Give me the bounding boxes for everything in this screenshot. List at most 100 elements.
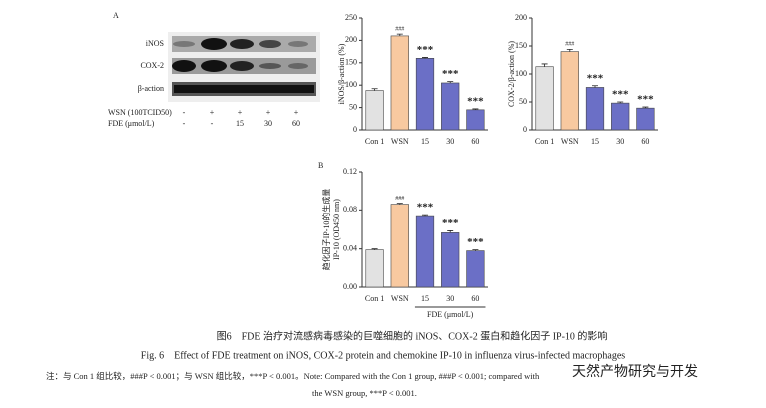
caption-cn: 图6 FDE 治疗对流感病毒感染的巨噬细胞的 iNOS、COX-2 蛋白和趋化因… xyxy=(217,329,608,342)
significance: *** xyxy=(637,94,654,106)
y-axis-label: COX-2/β-action (%) xyxy=(507,41,516,107)
bar xyxy=(585,87,605,131)
treatment-level: - xyxy=(183,108,186,117)
significance: ### xyxy=(395,196,404,202)
error-bar xyxy=(422,214,428,217)
y-axis-label: IP-10 (OD450 nm) xyxy=(332,199,341,260)
error-bar xyxy=(371,88,378,91)
error-bar xyxy=(541,63,548,67)
treatment-level: 15 xyxy=(236,119,244,128)
bar xyxy=(365,249,384,288)
bar xyxy=(535,66,554,131)
y-axis-label: iNOS/β-action (%) xyxy=(337,43,346,104)
bar xyxy=(611,102,630,131)
caption-en: Fig. 6 Effect of FDE treatment on iNOS, … xyxy=(141,350,626,361)
treatment-level: + xyxy=(210,108,215,117)
x-tick-label: 15 xyxy=(421,137,429,146)
x-tick-label: 30 xyxy=(446,137,454,146)
x-tick-label: WSN xyxy=(391,137,409,146)
x-tick-label: 15 xyxy=(591,137,599,146)
x-tick-label: 60 xyxy=(641,137,649,146)
significance: *** xyxy=(587,72,604,84)
significance: *** xyxy=(442,68,459,80)
y-tick-label: 0.08 xyxy=(343,205,357,214)
error-bar xyxy=(371,248,378,250)
y-tick-label: 250 xyxy=(345,13,357,22)
y-tick-label: 100 xyxy=(345,80,357,89)
treatment-level: + xyxy=(294,108,299,117)
blot-row-label: COX-2 xyxy=(140,61,164,70)
y-tick-label: 200 xyxy=(345,35,357,44)
x-tick-label: WSN xyxy=(561,137,579,146)
y-tick-label: 50 xyxy=(519,97,527,106)
treatment-label: WSN (100TCID50) xyxy=(108,108,172,117)
bar xyxy=(466,250,485,288)
treatment-level: - xyxy=(183,119,186,128)
treatment-label: FDE (μmol/L) xyxy=(108,119,155,128)
error-bar xyxy=(566,48,573,52)
error-bar xyxy=(396,33,403,36)
bar xyxy=(560,51,579,131)
bar xyxy=(441,232,460,288)
watermark: 天然产物研究与开发 xyxy=(572,363,698,380)
x-tick-label: 15 xyxy=(421,294,429,303)
x-tick-label: 30 xyxy=(616,137,624,146)
x-axis-label: FDE (μmol/L) xyxy=(427,310,474,319)
y-tick-label: 50 xyxy=(349,102,357,111)
significance: *** xyxy=(417,202,434,214)
error-bar xyxy=(422,57,428,59)
bar xyxy=(365,90,384,131)
bar xyxy=(415,215,435,288)
x-tick-label: WSN xyxy=(391,294,409,303)
blot-row-label: iNOS xyxy=(146,39,164,48)
panel-label: B xyxy=(318,161,323,170)
error-bar xyxy=(617,101,624,104)
error-bar xyxy=(642,106,649,109)
significance: *** xyxy=(467,236,484,248)
bar xyxy=(390,204,409,288)
x-tick-label: Con 1 xyxy=(365,294,384,303)
treatment-level: 60 xyxy=(292,119,300,128)
y-tick-label: 200 xyxy=(515,13,527,22)
significance: *** xyxy=(442,217,459,229)
error-bar xyxy=(447,230,454,233)
y-tick-label: 0.04 xyxy=(343,243,357,252)
y-tick-label: 0 xyxy=(353,125,357,134)
x-tick-label: 30 xyxy=(446,294,454,303)
significance: *** xyxy=(612,89,629,101)
significance: *** xyxy=(417,44,434,56)
x-tick-label: 60 xyxy=(471,294,479,303)
significance: ### xyxy=(395,27,404,33)
blot-row-label: β-action xyxy=(138,84,164,93)
bar xyxy=(390,35,409,131)
bar xyxy=(415,58,435,131)
x-tick-label: Con 1 xyxy=(535,137,554,146)
treatment-level: + xyxy=(266,108,271,117)
y-tick-label: 100 xyxy=(515,69,527,78)
y-tick-label: 0.12 xyxy=(343,167,357,176)
significance: ### xyxy=(565,42,574,48)
caption-note: the WSN group, ***P < 0.001. xyxy=(312,388,417,398)
x-tick-label: Con 1 xyxy=(365,137,384,146)
error-bar xyxy=(396,203,403,205)
y-tick-label: 0 xyxy=(523,125,527,134)
error-bar xyxy=(472,108,479,110)
panel-label: A xyxy=(113,11,119,20)
y-tick-label: 0.00 xyxy=(343,282,357,291)
significance: *** xyxy=(467,95,484,107)
y-tick-label: 150 xyxy=(515,41,527,50)
bar xyxy=(466,109,485,131)
error-bar xyxy=(447,81,454,83)
treatment-level: + xyxy=(238,108,243,117)
y-tick-label: 150 xyxy=(345,58,357,67)
bar xyxy=(441,82,460,131)
treatment-level: - xyxy=(211,119,214,128)
error-bar xyxy=(472,249,479,251)
y-axis-label: 趋化因子IP-10的生成量 xyxy=(321,189,331,271)
bar xyxy=(636,107,655,131)
error-bar xyxy=(592,85,598,88)
x-tick-label: 60 xyxy=(471,137,479,146)
blot-bands xyxy=(172,36,316,96)
treatment-level: 30 xyxy=(264,119,272,128)
